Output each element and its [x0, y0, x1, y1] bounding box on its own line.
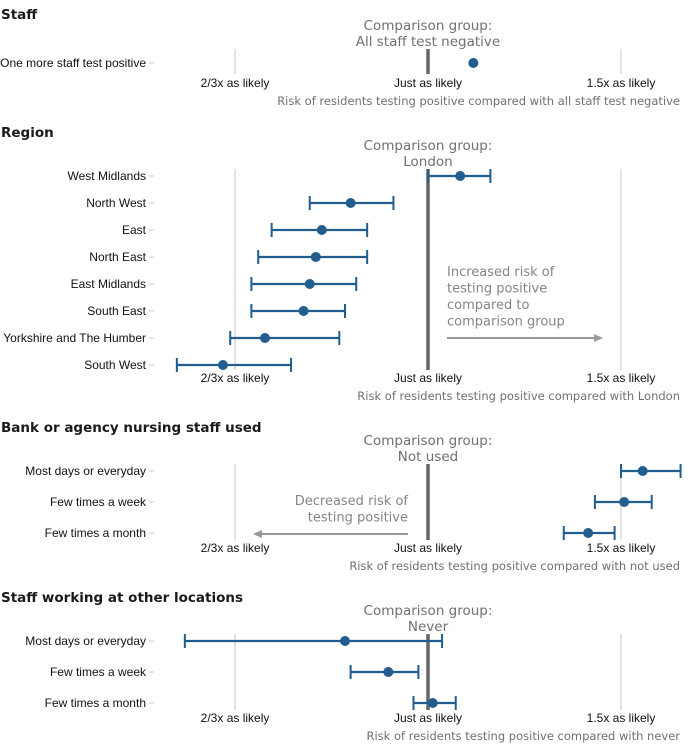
point-estimate [583, 528, 594, 538]
tick-label: 1.5x as likely [587, 371, 656, 385]
row-label: Few times a week [50, 665, 147, 679]
row-label: Most days or everyday [25, 634, 146, 648]
data-row: Yorkshire and The Humber [3, 331, 341, 345]
data-row: East [122, 223, 369, 237]
point-estimate [455, 171, 466, 181]
comparison-group-label: Comparison group: [364, 138, 493, 154]
comparison-group-label: All staff test negative [356, 34, 500, 50]
row-label: Most days or everyday [25, 464, 146, 478]
data-row: One more staff test positive [0, 56, 479, 70]
point-estimate [619, 497, 630, 507]
comparison-group-label: London [403, 154, 453, 170]
point-estimate [310, 252, 321, 262]
annotation-text: compared to [447, 298, 530, 313]
section-title: Staff [1, 7, 38, 23]
data-row: West Midlands [68, 169, 492, 183]
tick-label: 1.5x as likely [587, 76, 656, 90]
tick-label: 2/3x as likely [201, 371, 270, 385]
row-label: West Midlands [68, 169, 146, 183]
point-estimate [637, 466, 648, 476]
row-label: East [122, 223, 147, 237]
data-row: Most days or everyday [25, 634, 444, 648]
point-estimate [304, 279, 315, 289]
panel-region: Region Comparison group:London 2/3x as lik… [1, 125, 680, 403]
section-title: Bank or agency nursing staff used [1, 420, 262, 436]
row-label: North West [86, 196, 146, 210]
axis-title: Risk of residents testing positive compa… [366, 729, 680, 743]
comparison-group-label: Comparison group: [364, 18, 493, 34]
point-estimate [316, 225, 327, 235]
comparison-group-label: Comparison group: [364, 603, 493, 619]
data-row: Most days or everyday [25, 464, 682, 478]
row-label: East Midlands [71, 277, 146, 291]
tick-label: Just as likely [394, 371, 462, 385]
point-estimate [427, 698, 438, 708]
data-row: Few times a week [50, 495, 653, 509]
point-estimate [298, 306, 309, 316]
tick-label: 2/3x as likely [201, 711, 270, 725]
row-label: North East [89, 250, 146, 264]
point-estimate [340, 636, 351, 646]
tick-label: Just as likely [394, 76, 462, 90]
axis-title: Risk of residents testing positive compa… [357, 389, 680, 403]
tick-label: 1.5x as likely [587, 541, 656, 555]
annotation-text: comparison group [447, 315, 565, 330]
panel-bank: Bank or agency nursing staff used Compari… [1, 420, 682, 573]
data-row: North West [86, 196, 395, 210]
point-estimate [345, 198, 356, 208]
row-label: South West [84, 358, 146, 372]
annotation-text: Decreased risk of [295, 494, 409, 509]
data-row: Few times a month [45, 696, 457, 710]
axis-title: Risk of residents testing positive compa… [277, 94, 680, 108]
panel-other: Staff working at other locations Comparis… [1, 590, 680, 743]
tick-label: 2/3x as likely [201, 76, 270, 90]
data-row: Few times a month [45, 526, 616, 540]
row-label: Few times a month [45, 526, 146, 540]
data-row: Few times a week [50, 665, 420, 679]
point-estimate [383, 667, 394, 677]
annotation-text: Increased risk of [447, 265, 555, 280]
annotation-text: testing positive [447, 282, 547, 297]
arrow-left-icon [253, 530, 262, 538]
data-row: South West [84, 358, 293, 372]
data-row: North East [89, 250, 369, 264]
panel-staff: Staff Comparison group:All staff test neg… [0, 7, 680, 108]
comparison-group-label: Not used [398, 449, 458, 465]
section-title: Staff working at other locations [1, 590, 243, 606]
row-label: Few times a week [50, 495, 147, 509]
point-estimate [259, 333, 270, 343]
row-label: Yorkshire and The Humber [3, 331, 146, 345]
axis-title: Risk of residents testing positive compa… [349, 559, 680, 573]
data-row: East Midlands [71, 277, 358, 291]
section-title: Region [1, 125, 54, 141]
row-label: South East [87, 304, 146, 318]
point-estimate [468, 58, 479, 68]
row-label: One more staff test positive [0, 56, 146, 70]
tick-label: Just as likely [394, 541, 462, 555]
row-label: Few times a month [45, 696, 146, 710]
tick-label: Just as likely [394, 711, 462, 725]
annotation-text: testing positive [308, 511, 408, 526]
comparison-group-label: Comparison group: [364, 433, 493, 449]
data-row: South East [87, 304, 347, 318]
point-estimate [217, 360, 228, 370]
arrow-right-icon [594, 334, 603, 342]
tick-label: 2/3x as likely [201, 541, 270, 555]
comparison-group-label: Never [408, 619, 449, 635]
tick-label: 1.5x as likely [587, 711, 656, 725]
